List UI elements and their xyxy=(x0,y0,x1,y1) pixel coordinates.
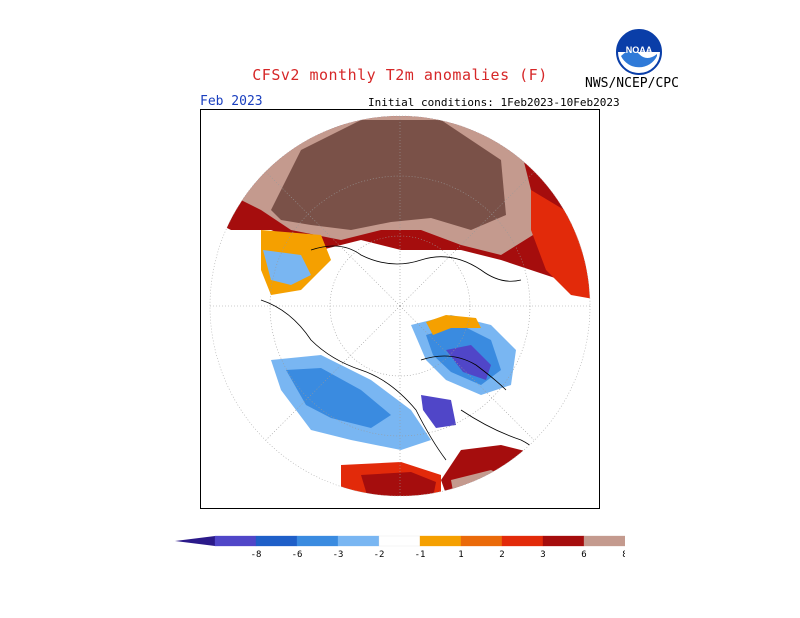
colorbar-tick-label: 2 xyxy=(499,550,504,560)
colorbar-bin xyxy=(296,535,339,547)
colorbar-bin xyxy=(583,535,625,547)
anomaly-orange-center xyxy=(426,315,481,335)
colorbar-bin xyxy=(419,535,462,547)
colorbar-tick-label: 6 xyxy=(581,550,586,560)
organization-label: NWS/NCEP/CPC xyxy=(585,76,679,91)
colorbar-tick-label: -8 xyxy=(251,550,262,560)
colorbar-tick-label: 1 xyxy=(458,550,463,560)
colorbar-tick-label: 8 xyxy=(622,550,625,560)
page-title: CFSv2 monthly T2m anomalies (F) xyxy=(252,66,548,84)
anomaly-darkred-south xyxy=(441,445,541,496)
anomaly-purple-center xyxy=(446,345,491,380)
anomaly-red-east xyxy=(531,190,590,300)
forecast-month-label: Feb 2023 xyxy=(200,94,263,109)
colorbar-tick-label: -6 xyxy=(292,550,303,560)
anomaly-darkred-south2 xyxy=(361,472,436,496)
colorbar-bin xyxy=(460,535,503,547)
anomaly-brown-north xyxy=(271,120,506,230)
colorbar-bin xyxy=(542,535,585,547)
colorbar-tick-label: 3 xyxy=(540,550,545,560)
map-frame xyxy=(200,109,600,509)
polar-map xyxy=(209,115,591,497)
colorbar: -8 -6 -3 -2 -1 1 2 3 6 8 xyxy=(175,535,625,560)
colorbar-bin xyxy=(501,535,544,547)
colorbar-arrow-low xyxy=(175,536,215,546)
anomaly-blue-dark-sw xyxy=(286,368,391,428)
colorbar-tick-label: -1 xyxy=(415,550,426,560)
colorbar-bin xyxy=(378,535,421,547)
colorbar-bin xyxy=(337,535,380,547)
colorbar-bin xyxy=(214,535,257,547)
anomaly-purple-sw xyxy=(421,395,456,428)
logo-text: NOAA xyxy=(626,45,653,55)
colorbar-bin xyxy=(255,535,298,547)
initial-conditions-label: Initial conditions: 1Feb2023-10Feb2023 xyxy=(368,96,620,109)
noaa-logo-icon: NOAA xyxy=(616,29,662,75)
colorbar-tick-label: -3 xyxy=(333,550,344,560)
colorbar-tick-label: -2 xyxy=(374,550,385,560)
anomaly-lightblue-west xyxy=(263,250,311,285)
